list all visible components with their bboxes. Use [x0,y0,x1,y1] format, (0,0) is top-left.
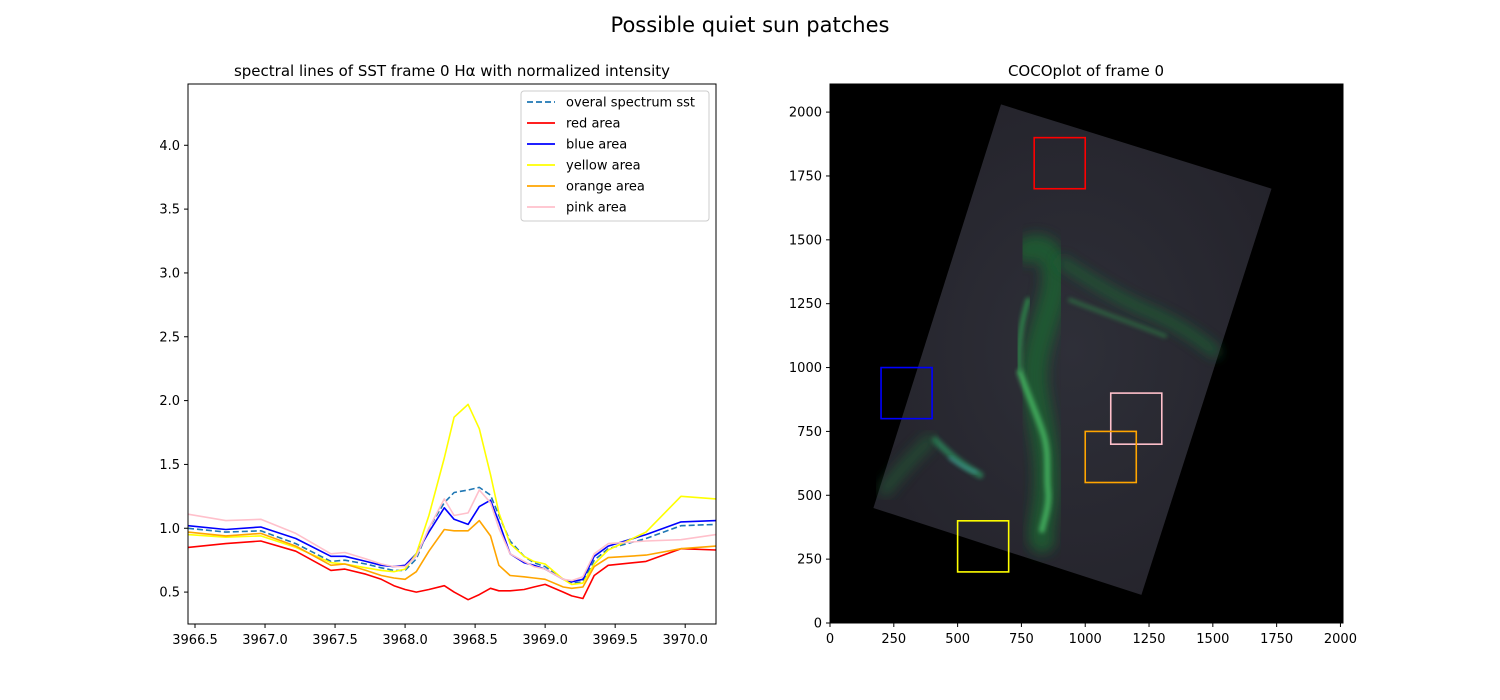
y-tick-label: 1.5 [159,458,180,473]
y-tick-label: 0 [814,617,822,632]
x-tick-label: 1000 [1069,632,1102,647]
series-line-orange-area [188,519,716,590]
y-tick-label: 3.0 [159,266,180,281]
legend-label: red area [566,117,620,132]
x-tick-label: 3967.5 [312,633,358,648]
legend-label: orange area [566,180,645,195]
x-tick-label: 2000 [1324,632,1357,647]
y-tick-label: 3.5 [159,203,180,218]
x-tick-label: 3968.0 [382,633,428,648]
x-tick-label: 3969.0 [522,633,568,648]
filament-arm-east-bright [1068,298,1167,338]
x-tick-label: 1750 [1260,632,1293,647]
blue-patch-box [880,366,933,420]
y-tick-label: 500 [797,489,822,504]
cocoplot-axes: COCOplot of frame 0 0 250 500 750 1000 1250 15… [789,62,1357,647]
y-tick-label: 1500 [789,233,822,248]
x-tick-label: 3966.5 [172,633,218,648]
y-tick-label: 4.0 [159,139,180,154]
spectral-y-ticks: 0.5 1.0 1.5 2.0 2.5 3.0 3.5 4.0 [159,139,188,601]
x-tick-label: 3969.5 [592,633,638,648]
x-tick-label: 500 [945,632,970,647]
spectral-legend: overal spectrum sst red area blue area yell… [520,90,710,222]
legend-label: yellow area [566,159,641,174]
spectral-lines-axes: spectral lines of SST frame 0 Hα with no… [159,62,717,648]
orange-patch-box [1084,430,1138,484]
series-line-red-area [188,540,716,601]
y-tick-label: 0.5 [159,586,180,601]
filament-arm-west-cyan [948,456,978,474]
x-tick-label: 750 [1009,632,1034,647]
x-tick-label: 3970.0 [662,633,708,648]
x-tick-label: 1500 [1196,632,1229,647]
series-line-blue-area [188,499,716,583]
legend-label: pink area [566,201,627,216]
cocoplot-title: COCOplot of frame 0 [1008,62,1164,80]
y-tick-label: 2.0 [159,394,180,409]
x-tick-label: 0 [826,632,834,647]
series-line-overal-spectrum-sst [188,486,716,584]
cocoplot-image [873,104,1272,595]
filament-arm-east [1057,257,1220,357]
x-tick-label: 3967.0 [242,633,288,648]
y-tick-label: 250 [797,553,822,568]
figure-suptitle: Possible quiet sun patches [611,13,890,37]
legend-label: blue area [566,138,627,153]
x-tick-label: 1250 [1132,632,1165,647]
y-tick-label: 1250 [789,297,822,312]
yellow-patch-box [956,520,1010,573]
legend-label: overal spectrum sst [566,96,695,111]
spectral-chart-title: spectral lines of SST frame 0 Hα with no… [234,62,670,80]
y-tick-label: 1.0 [159,522,180,537]
y-tick-label: 2.5 [159,330,180,345]
filament-spine-upper [1017,297,1031,373]
y-tick-label: 2000 [789,106,822,121]
y-tick-label: 750 [797,425,822,440]
series-line-pink-area [188,489,716,582]
cocoplot-y-ticks: 0 250 500 750 1000 1250 1500 1750 2000 [789,106,830,632]
x-tick-label: 250 [881,632,906,647]
legend-frame [520,90,710,222]
legend-items: overal spectrum sst red area blue area yell… [527,96,695,216]
y-tick-label: 1750 [789,169,822,184]
spectral-series-group [188,403,716,601]
spectral-axes-frame [187,83,717,625]
cocoplot-axes-frame [829,83,1344,624]
y-tick-label: 1000 [789,361,822,376]
green-filament-structure [879,235,1220,553]
filament-spine-bright [1017,369,1052,533]
red-patch-box [1033,136,1087,190]
x-tick-label: 3968.5 [452,633,498,648]
quiet-sun-patch-boxes [880,136,1163,573]
cocoplot-x-ticks: 0 250 500 750 1000 1250 1500 1750 2000 [826,623,1357,647]
filament-lower-left-glow [879,434,936,496]
spectral-x-ticks: 3966.5 3967.0 3967.5 3968.0 3968.5 3969.0 3969… [172,624,708,648]
